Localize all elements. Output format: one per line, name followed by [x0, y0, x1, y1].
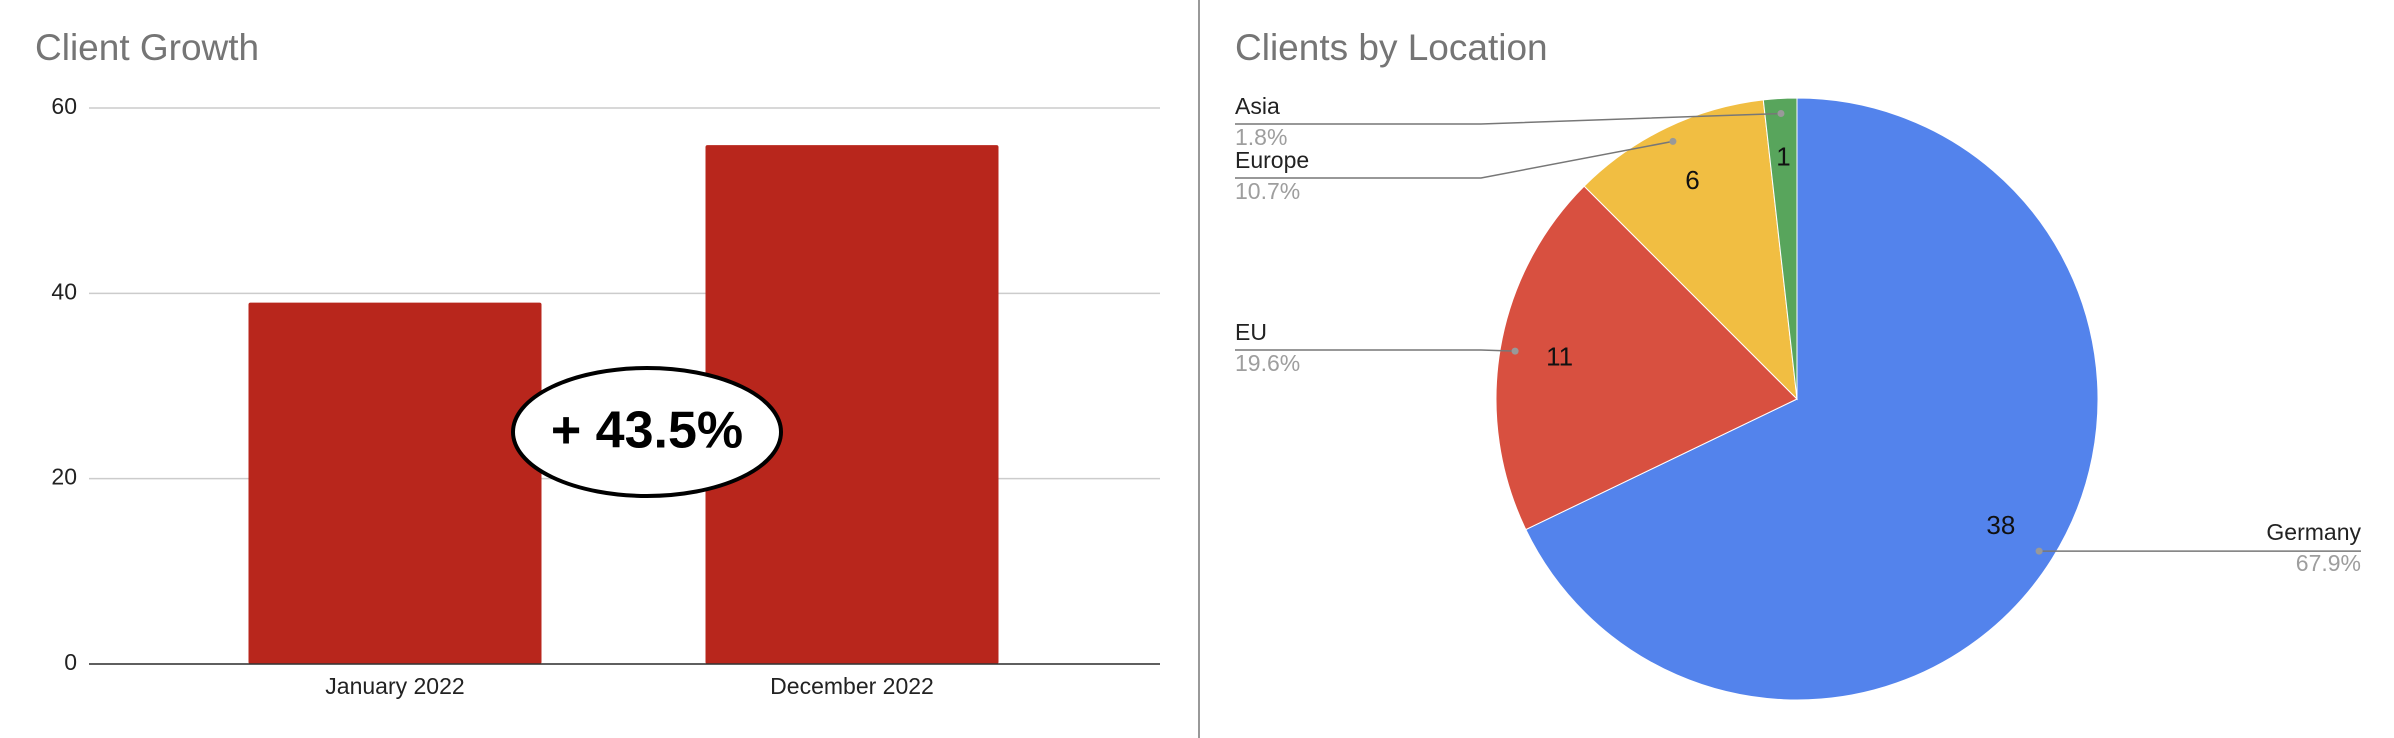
slice-percent: 10.7% — [1235, 178, 1300, 204]
y-tick-label: 20 — [51, 464, 77, 490]
x-tick-label: December 2022 — [770, 673, 934, 699]
leader-line — [1235, 112, 1781, 125]
leader-line — [1235, 349, 1516, 352]
slice-percent: 67.9% — [2296, 550, 2361, 576]
slice-name: Germany — [2266, 519, 2361, 545]
pie-slice — [1762, 97, 1798, 400]
x-tick-label: January 2022 — [325, 673, 464, 699]
y-tick-label: 40 — [51, 278, 77, 304]
chart-title: Client Growth — [35, 27, 259, 68]
slice-value-label: 38 — [1986, 510, 2015, 540]
leader-line — [1235, 140, 1674, 179]
slice-value-label: 6 — [1685, 165, 1699, 195]
slice-name: Asia — [1235, 93, 1280, 119]
chart-title: Clients by Location — [1235, 27, 1548, 68]
leader-dot — [1511, 347, 1519, 355]
pie-slice — [1583, 99, 1798, 401]
pie-slice — [1495, 185, 1798, 531]
slice-value-label: 11 — [1546, 342, 1573, 372]
leader-dot — [1777, 109, 1785, 117]
bar — [248, 302, 542, 664]
y-tick-label: 60 — [51, 93, 77, 119]
slice-value-label: 1 — [1776, 141, 1790, 171]
slice-name: Europe — [1235, 147, 1309, 173]
annotation-bubble — [511, 366, 783, 498]
slice-percent: 1.8% — [1235, 124, 1287, 150]
bar — [705, 145, 999, 665]
leader-dot — [2035, 547, 2043, 555]
pie-slice — [1525, 97, 2099, 701]
leader-dot — [1669, 137, 1677, 145]
annotation: + 43.5% — [551, 402, 743, 460]
slice-percent: 19.6% — [1235, 350, 1300, 376]
slice-name: EU — [1235, 319, 1267, 345]
y-tick-label: 0 — [64, 649, 77, 675]
